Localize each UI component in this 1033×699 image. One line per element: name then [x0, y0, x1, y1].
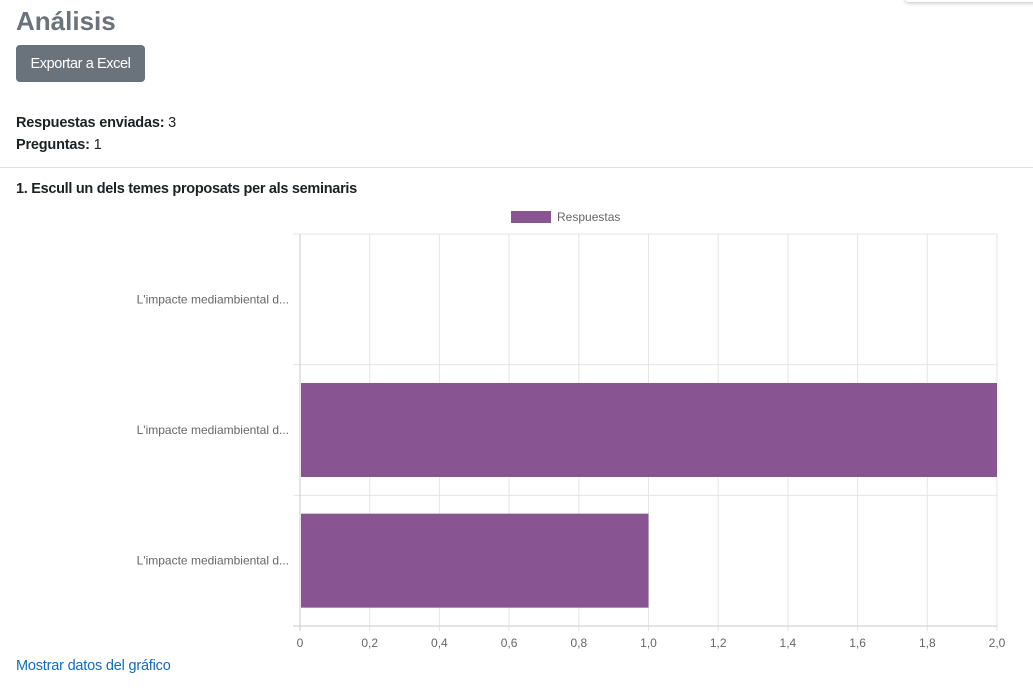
responses-bar-chart: Respuestas 0 0,2 0,4 0,6 0,8 1,0 1,2 1,4 1,6 1,8 2,…	[137, 210, 1006, 650]
x-tick-label: 1,2	[710, 636, 727, 650]
section-divider	[0, 167, 1033, 168]
category-label: L'impacte mediambiental d...	[137, 423, 289, 437]
legend-swatch	[511, 211, 551, 223]
questions-count: Preguntas: 1	[16, 137, 102, 153]
x-tick-label: 0,6	[501, 636, 518, 650]
question-title: 1. Escull un dels temes proposats per al…	[16, 181, 357, 197]
x-tick-label: 0	[297, 636, 304, 650]
export-excel-button[interactable]: Exportar a Excel	[16, 45, 145, 82]
responses-value: 3	[168, 115, 177, 131]
page-title: Análisis	[16, 6, 116, 36]
bar	[301, 383, 997, 477]
x-tick-label: 1,4	[780, 636, 797, 650]
x-tick-label: 1,6	[849, 636, 866, 650]
questions-value: 1	[93, 137, 102, 153]
x-tick-label: 1,8	[919, 636, 936, 650]
questions-label: Preguntas:	[16, 137, 90, 153]
category-label: L'impacte mediambiental d...	[137, 554, 289, 568]
x-tick-label: 0,4	[431, 636, 448, 650]
bar	[301, 513, 649, 608]
responses-count: Respuestas enviadas: 3	[16, 115, 176, 131]
x-tick-label: 1,0	[640, 636, 657, 650]
x-tick-label: 0,2	[361, 636, 378, 650]
show-chart-data-link[interactable]: Mostrar datos del gráfico	[16, 658, 171, 674]
responses-label: Respuestas enviadas:	[16, 115, 165, 131]
x-tick-label: 2,0	[989, 636, 1006, 650]
overlay-panel-edge	[905, 0, 1033, 2]
legend-label: Respuestas	[557, 210, 620, 224]
category-label: L'impacte mediambiental d...	[137, 292, 289, 306]
x-tick-label: 0,8	[570, 636, 587, 650]
